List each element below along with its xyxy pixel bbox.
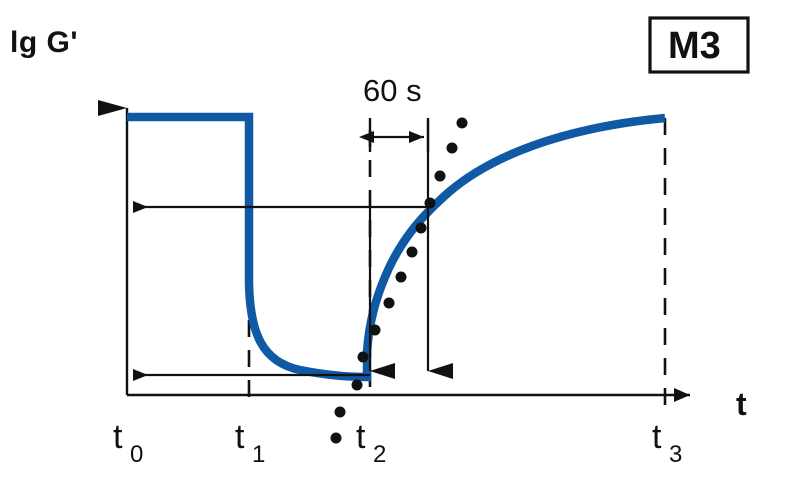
structure-recovery-curve <box>127 112 666 382</box>
tick-label-t0: t 0 <box>113 418 143 468</box>
method-badge-box <box>648 16 750 74</box>
dotted-curve-point <box>395 271 407 283</box>
tick-label-t2-sub: 2 <box>373 441 386 468</box>
dotted-curve-point <box>369 324 381 336</box>
tick-label-t0-sub: 0 <box>130 441 143 468</box>
dotted-curve-point <box>383 297 395 309</box>
tick-label-t2-base: t <box>356 418 366 456</box>
tick-label-t3-base: t <box>652 418 662 456</box>
method-badge-label: M3 <box>668 25 721 67</box>
tick-label-t1: t 1 <box>235 418 265 468</box>
tick-label-t2: t 2 <box>356 418 386 468</box>
dotted-curve-point <box>446 142 458 154</box>
recovery-curve-group <box>127 112 666 382</box>
dotted-curve-point <box>415 222 427 234</box>
measurement-arrows-group <box>133 120 453 381</box>
vertical-guides-group <box>247 118 667 410</box>
interval-label: 60 s <box>363 73 422 108</box>
y-axis-label: lg G' <box>10 26 78 59</box>
tick-label-t0-base: t <box>113 418 123 456</box>
dotted-curve-point <box>406 246 418 258</box>
dotted-curve-point <box>351 379 363 391</box>
interval-bracket-group <box>359 118 430 152</box>
dotted-curve-point <box>334 406 346 418</box>
x-axis-label: t <box>736 386 747 422</box>
dotted-curve-point <box>330 432 342 444</box>
dotted-curve-point <box>456 117 468 129</box>
tick-label-t1-base: t <box>235 418 245 456</box>
tick-label-t1-sub: 1 <box>252 441 265 468</box>
method-badge: M3 <box>648 16 750 74</box>
axes-group <box>98 100 690 402</box>
tick-label-t3-sub: 3 <box>669 441 682 468</box>
reference-dotted-curve <box>330 117 468 444</box>
dotted-curve-point <box>357 351 369 363</box>
dotted-curve-point <box>434 170 446 182</box>
tick-label-t3: t 3 <box>652 418 682 468</box>
